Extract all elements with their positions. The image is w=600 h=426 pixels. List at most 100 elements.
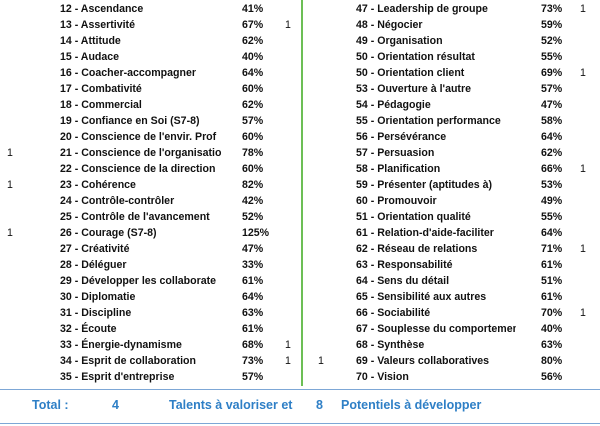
table-row: 30 - Diplomatie 64%: [0, 289, 600, 305]
competency-percent: 61%: [541, 259, 563, 271]
potential-flag: 1: [580, 243, 586, 255]
competency-label: 50 - Orientation client: [356, 67, 465, 79]
table-row: 48 - Négocier 59%: [0, 17, 600, 33]
competency-label: 35 - Esprit d'entreprise: [60, 371, 175, 383]
competency-percent: 64%: [242, 291, 264, 303]
table-row: 24 - Contrôle-contrôler 42%: [0, 193, 600, 209]
table-row: 28 - Déléguer 33%: [0, 257, 600, 273]
competency-label: 66 - Sociabilité: [356, 307, 431, 319]
table-row: 12 - Ascendance 41%: [0, 1, 600, 17]
potential-flag: 1: [580, 3, 586, 15]
table-row: 1 69 - Valeurs collaboratives 80%: [0, 353, 600, 369]
competency-percent: 70%: [541, 307, 563, 319]
competency-label: 28 - Déléguer: [60, 259, 127, 271]
footer-summary: Total : 4 Talents à valoriser et 8 Poten…: [0, 398, 600, 418]
talent-mark: 1: [7, 179, 13, 191]
competency-percent: 69%: [541, 67, 563, 79]
competency-label: 31 - Discipline: [60, 307, 132, 319]
table-row: 19 - Confiance en Soi (S7-8) 57%: [0, 113, 600, 129]
competency-percent: 40%: [242, 51, 264, 63]
competency-label: 55 - Orientation performance: [356, 115, 501, 127]
competency-percent: 71%: [541, 243, 563, 255]
competency-percent: 82%: [242, 179, 264, 191]
competency-percent: 60%: [242, 83, 264, 95]
potentials-count: 8: [316, 398, 323, 412]
competency-percent: 61%: [242, 275, 264, 287]
table-row: 47 - Leadership de groupe 73% 1: [0, 1, 600, 17]
competency-percent: 62%: [242, 99, 264, 111]
competency-label: 58 - Planification: [356, 163, 441, 175]
competency-label: 70 - Vision: [356, 371, 409, 383]
competency-percent: 47%: [242, 243, 264, 255]
table-row: 34 - Esprit de collaboration 73% 1: [0, 353, 600, 369]
competency-percent: 125%: [242, 227, 270, 239]
talent-mark: 1: [7, 147, 13, 159]
competency-label: 32 - Écoute: [60, 323, 117, 335]
table-row: 27 - Créativité 47%: [0, 241, 600, 257]
competency-label: 29 - Développer les collaborate: [60, 275, 217, 287]
competency-label: 67 - Souplesse du comportement: [356, 323, 516, 335]
competency-label: 54 - Pédagogie: [356, 99, 431, 111]
table-row: 16 - Coacher-accompagner 64%: [0, 65, 600, 81]
potential-flag: 1: [580, 67, 586, 79]
talent-mark: 1: [318, 355, 324, 367]
table-row: 18 - Commercial 62%: [0, 97, 600, 113]
competency-percent: 64%: [541, 227, 563, 239]
competency-percent: 33%: [242, 259, 264, 271]
table-row: 15 - Audace 40%: [0, 49, 600, 65]
competency-percent: 62%: [541, 147, 563, 159]
talents-count: 4: [112, 398, 119, 412]
table-row: 65 - Sensibilité aux autres 61%: [0, 289, 600, 305]
table-row: 50 - Orientation client 69% 1: [0, 65, 600, 81]
table-row: 50 - Orientation résultat 55%: [0, 49, 600, 65]
competency-percent: 63%: [541, 339, 563, 351]
competency-label: 24 - Contrôle-contrôler: [60, 195, 175, 207]
table-row: 60 - Promouvoir 49%: [0, 193, 600, 209]
competency-percent: 49%: [541, 195, 563, 207]
competency-label: 23 - Cohérence: [60, 179, 136, 191]
table-row: 35 - Esprit d'entreprise 57%: [0, 369, 600, 385]
table-row: 58 - Planification 66% 1: [0, 161, 600, 177]
competency-percent: 55%: [541, 211, 563, 223]
competency-label: 51 - Orientation qualité: [356, 211, 471, 223]
competency-label: 34 - Esprit de collaboration: [60, 355, 196, 367]
competency-percent: 68%: [242, 339, 264, 351]
competency-percent: 78%: [242, 147, 264, 159]
table-row: 66 - Sociabilité 70% 1: [0, 305, 600, 321]
column-divider: [301, 0, 303, 386]
footer-top-rule: [0, 389, 600, 390]
competency-percent: 57%: [242, 371, 264, 383]
table-row: 54 - Pédagogie 47%: [0, 97, 600, 113]
competency-label: 25 - Contrôle de l'avancement: [60, 211, 210, 223]
competency-label: 59 - Présenter (aptitudes à): [356, 179, 492, 191]
competency-percent: 47%: [541, 99, 563, 111]
table-row: 22 - Conscience de la direction 60%: [0, 161, 600, 177]
competency-label: 49 - Organisation: [356, 35, 443, 47]
competency-label: 21 - Conscience de l'organisatio: [60, 147, 222, 159]
footer-bottom-rule: [0, 423, 600, 424]
table-row: 64 - Sens du détail 51%: [0, 273, 600, 289]
competency-percent: 57%: [541, 83, 563, 95]
competency-percent: 62%: [242, 35, 264, 47]
potential-flag: 1: [285, 19, 291, 31]
competency-label: 48 - Négocier: [356, 19, 423, 31]
competency-label: 33 - Énergie-dynamisme: [60, 339, 182, 351]
table-row: 70 - Vision 56%: [0, 369, 600, 385]
table-row: 29 - Développer les collaborate 61%: [0, 273, 600, 289]
competency-percent: 42%: [242, 195, 264, 207]
talent-mark: 1: [7, 227, 13, 239]
competency-percent: 55%: [541, 51, 563, 63]
competency-label: 65 - Sensibilité aux autres: [356, 291, 487, 303]
competency-label: 62 - Réseau de relations: [356, 243, 478, 255]
potentials-label: Potentiels à développer: [341, 398, 482, 412]
competency-percent: 63%: [242, 307, 264, 319]
table-row: 62 - Réseau de relations 71% 1: [0, 241, 600, 257]
table-row: 51 - Orientation qualité 55%: [0, 209, 600, 225]
table-row: 1 21 - Conscience de l'organisatio 78%: [0, 145, 600, 161]
competency-percent: 59%: [541, 19, 563, 31]
competency-label: 50 - Orientation résultat: [356, 51, 475, 63]
competency-label: 30 - Diplomatie: [60, 291, 136, 303]
competency-percent: 51%: [541, 275, 563, 287]
competency-percent: 60%: [242, 163, 264, 175]
competency-label: 20 - Conscience de l'envir. Prof: [60, 131, 217, 143]
